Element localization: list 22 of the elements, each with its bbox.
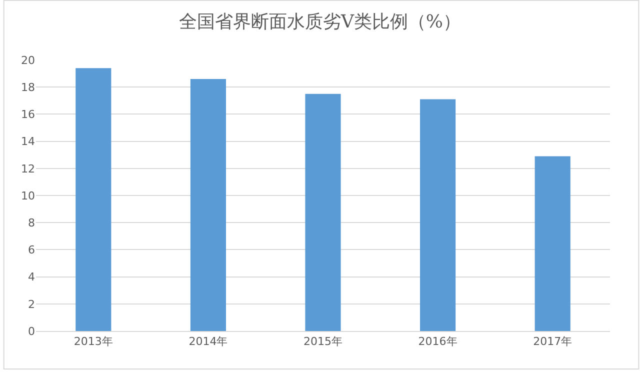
bar xyxy=(534,156,570,331)
y-tick-label: 8 xyxy=(28,216,35,230)
y-tick-label: 6 xyxy=(28,244,35,257)
x-tick-label: 2014年 xyxy=(188,335,228,348)
y-tick-label: 14 xyxy=(21,135,35,148)
chart-title: 全国省界断面水质劣V类比例（%） xyxy=(178,12,462,33)
bar xyxy=(420,99,456,331)
y-tick-label: 2 xyxy=(28,298,35,311)
y-tick-label: 20 xyxy=(21,54,35,67)
y-tick-label: 12 xyxy=(21,162,35,176)
y-tick-label: 10 xyxy=(21,189,35,202)
x-tick-label: 2013年 xyxy=(74,335,113,348)
bar xyxy=(305,94,341,331)
bar xyxy=(76,68,112,331)
y-tick-label: 16 xyxy=(21,108,35,122)
x-tick-label: 2017年 xyxy=(533,335,572,348)
y-tick-label: 4 xyxy=(28,270,35,284)
y-tick-label: 18 xyxy=(21,80,35,94)
bar xyxy=(190,78,226,331)
y-tick-label: 0 xyxy=(28,324,35,338)
x-tick-label: 2016年 xyxy=(418,335,458,348)
x-tick-label: 2015年 xyxy=(304,335,342,348)
